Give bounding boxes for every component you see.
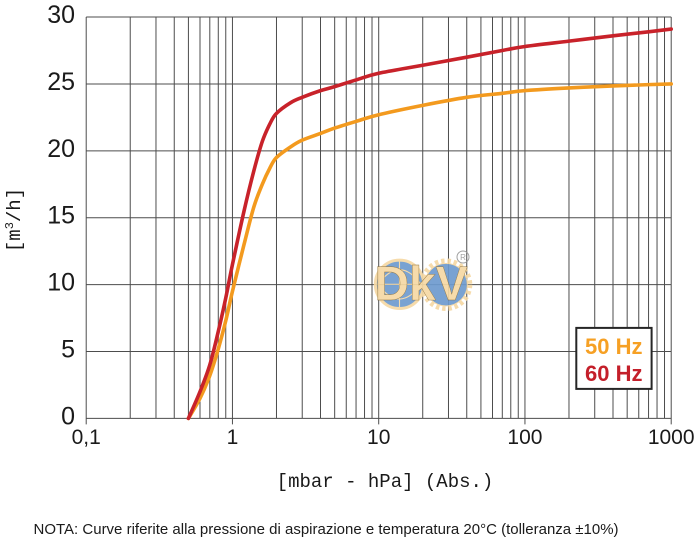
svg-text:DkV: DkV [374,258,467,311]
svg-text:25: 25 [47,68,75,96]
svg-text:60 Hz: 60 Hz [585,361,642,386]
svg-text:15: 15 [47,202,75,230]
svg-text:1000: 1000 [648,426,694,449]
svg-text:NOTA: Curve riferite alla pre: NOTA: Curve riferite alla pressione di a… [34,521,619,538]
svg-text:5: 5 [61,336,75,364]
svg-text:20: 20 [47,135,75,163]
svg-text:50 Hz: 50 Hz [585,334,642,359]
svg-text:10: 10 [367,426,390,449]
svg-text:100: 100 [507,426,542,449]
svg-text:30: 30 [47,1,75,29]
svg-text:1: 1 [227,426,239,449]
svg-text:[mbar - hPa] (Abs.): [mbar - hPa] (Abs.) [277,471,494,493]
svg-text:10: 10 [47,269,75,297]
svg-text:R: R [460,253,466,262]
svg-text:[m3/h]: [m3/h] [3,188,26,252]
svg-text:0,1: 0,1 [72,426,101,449]
